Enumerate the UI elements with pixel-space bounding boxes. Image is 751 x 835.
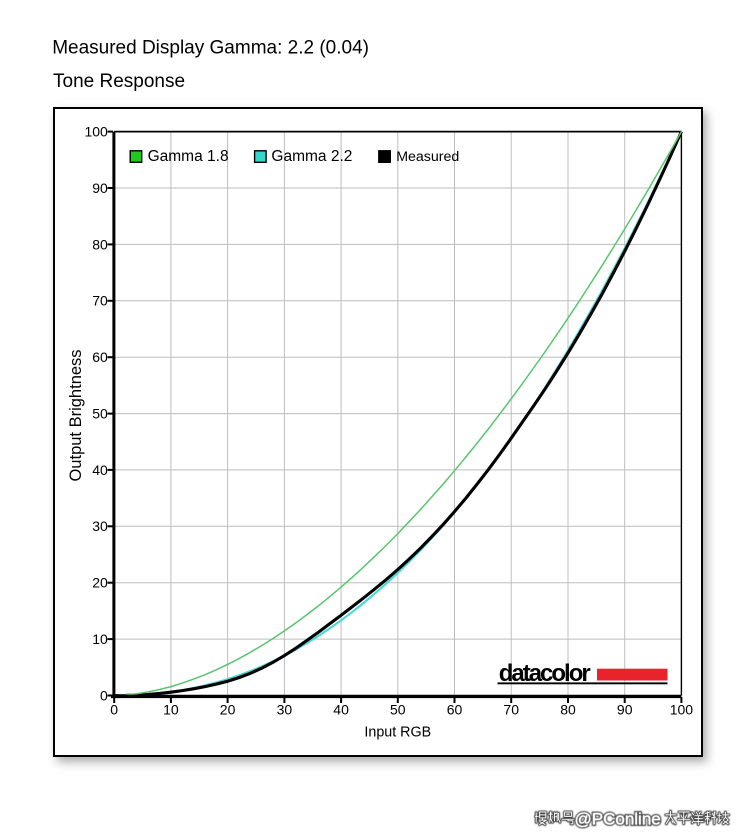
- svg-text:80: 80: [92, 236, 108, 252]
- svg-text:40: 40: [92, 462, 108, 478]
- svg-text:Tone Response: Tone Response: [53, 71, 185, 92]
- svg-text:@PConline: @PConline: [575, 810, 661, 829]
- svg-text:100: 100: [670, 702, 694, 718]
- svg-text:20: 20: [92, 575, 108, 591]
- svg-text:30: 30: [92, 518, 108, 534]
- svg-text:90: 90: [92, 180, 108, 196]
- svg-text:20: 20: [220, 702, 236, 718]
- svg-text:10: 10: [92, 631, 108, 647]
- svg-text:Output Brightness: Output Brightness: [67, 349, 85, 481]
- svg-text:@PConline: @PConline: [575, 810, 661, 829]
- svg-text:70: 70: [503, 702, 519, 718]
- svg-text:Input RGB: Input RGB: [364, 724, 431, 740]
- svg-text:0: 0: [100, 687, 108, 703]
- svg-text:100: 100: [84, 124, 108, 140]
- svg-text:60: 60: [92, 349, 108, 365]
- svg-text:Gamma 2.2: Gamma 2.2: [271, 148, 352, 165]
- svg-text:10: 10: [163, 702, 179, 718]
- svg-text:50: 50: [390, 702, 406, 718]
- svg-text:40: 40: [333, 702, 349, 718]
- svg-text:50: 50: [92, 405, 108, 421]
- svg-text:Measured: Measured: [396, 149, 459, 165]
- svg-text:70: 70: [92, 293, 108, 309]
- svg-text:60: 60: [447, 702, 463, 718]
- svg-text:Gamma 1.8: Gamma 1.8: [148, 148, 229, 165]
- svg-text:30: 30: [277, 702, 293, 718]
- svg-text:80: 80: [560, 702, 576, 718]
- svg-text:90: 90: [617, 702, 633, 718]
- svg-text:0: 0: [110, 702, 118, 718]
- svg-text:Measured Display Gamma: 2.2 (0: Measured Display Gamma: 2.2 (0.04): [52, 37, 369, 58]
